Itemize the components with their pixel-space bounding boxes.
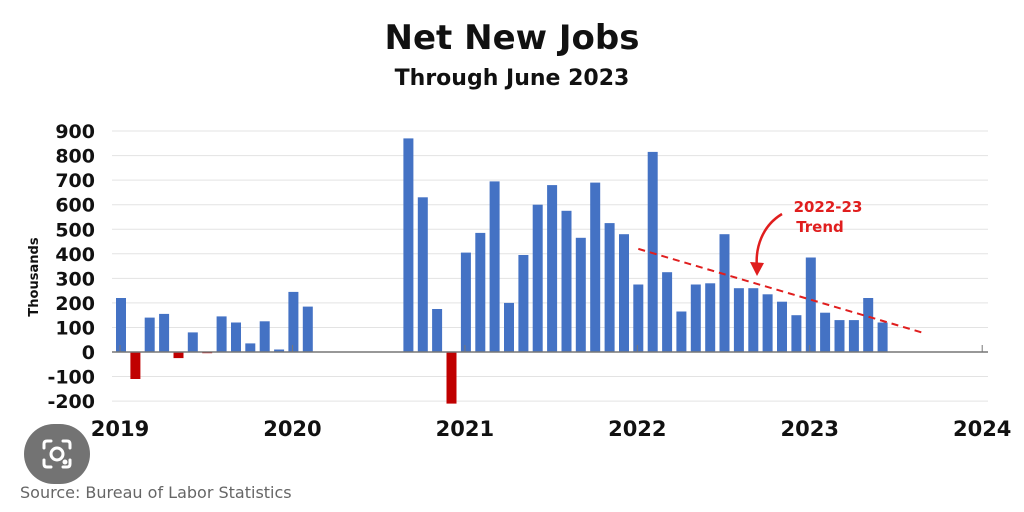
bar	[834, 320, 845, 352]
bar	[216, 316, 227, 352]
bar	[446, 352, 457, 404]
bar	[518, 255, 529, 352]
bar	[460, 252, 471, 352]
visual-search-button[interactable]	[24, 424, 90, 484]
y-tick-label: 900	[55, 121, 95, 143]
y-tick-label: 100	[55, 317, 95, 339]
bar	[187, 332, 198, 352]
bar	[863, 298, 874, 352]
bar	[619, 234, 629, 352]
bar	[561, 210, 572, 352]
y-tick-label: 500	[55, 219, 95, 241]
bar	[144, 317, 155, 352]
lens-icon	[42, 439, 72, 469]
bar	[489, 181, 500, 352]
x-tick-label: 2023	[781, 417, 839, 441]
y-tick-label: 800	[55, 146, 95, 168]
bar	[231, 322, 241, 352]
bar	[791, 315, 802, 352]
bar	[288, 291, 299, 352]
trend-line	[638, 247, 927, 335]
annotation-label: Trend	[796, 218, 844, 236]
bar	[259, 321, 270, 352]
bar	[748, 288, 759, 352]
bar	[475, 232, 486, 352]
bar	[532, 204, 543, 352]
bar	[848, 320, 859, 352]
x-tick-label: 2019	[91, 417, 149, 441]
bar	[762, 294, 773, 352]
chart-subtitle: Through June 2023	[394, 66, 630, 91]
chart-title: Net New Jobs	[384, 18, 640, 58]
bar	[432, 309, 443, 352]
bar	[417, 197, 428, 352]
bar	[504, 302, 514, 352]
bar	[662, 272, 673, 352]
source-note: Source: Bureau of Labor Statistics	[20, 483, 292, 502]
x-tick-label: 2020	[263, 417, 321, 441]
bar	[403, 138, 414, 352]
bar	[805, 257, 816, 352]
y-tick-label: 300	[55, 268, 95, 290]
bar	[159, 313, 170, 352]
y-tick-label: 0	[82, 342, 95, 364]
bar	[130, 352, 141, 379]
y-tick-label: -100	[47, 367, 95, 389]
bar	[777, 301, 787, 352]
bar	[705, 283, 716, 352]
y-tick-label: 200	[55, 293, 95, 315]
y-tick-label: 600	[55, 195, 95, 217]
y-tick-label: -200	[47, 391, 95, 413]
x-tick-label: 2022	[608, 417, 666, 441]
bar	[733, 288, 744, 352]
bar	[877, 322, 888, 352]
y-tick-label: 700	[55, 170, 95, 192]
bar	[274, 349, 285, 352]
bar	[173, 352, 184, 359]
bar	[633, 284, 644, 352]
bar	[719, 234, 730, 352]
bar	[302, 306, 313, 352]
bar	[590, 182, 601, 352]
y-axis-label: Thousands	[27, 237, 42, 316]
annotation-label: 2022-23	[794, 198, 863, 216]
bar	[690, 284, 701, 352]
bar	[647, 151, 658, 352]
x-tick-label: 2021	[436, 417, 494, 441]
bar	[676, 311, 687, 352]
annotation-arrowhead	[750, 262, 764, 276]
bar	[547, 185, 558, 352]
bar	[820, 312, 831, 352]
bar	[116, 298, 126, 352]
x-tick-label: 2024	[953, 417, 1011, 441]
y-tick-label: 400	[55, 244, 95, 266]
annotation-arrow	[755, 212, 783, 269]
bar	[604, 223, 615, 352]
bar	[575, 237, 586, 352]
bar	[245, 343, 256, 352]
